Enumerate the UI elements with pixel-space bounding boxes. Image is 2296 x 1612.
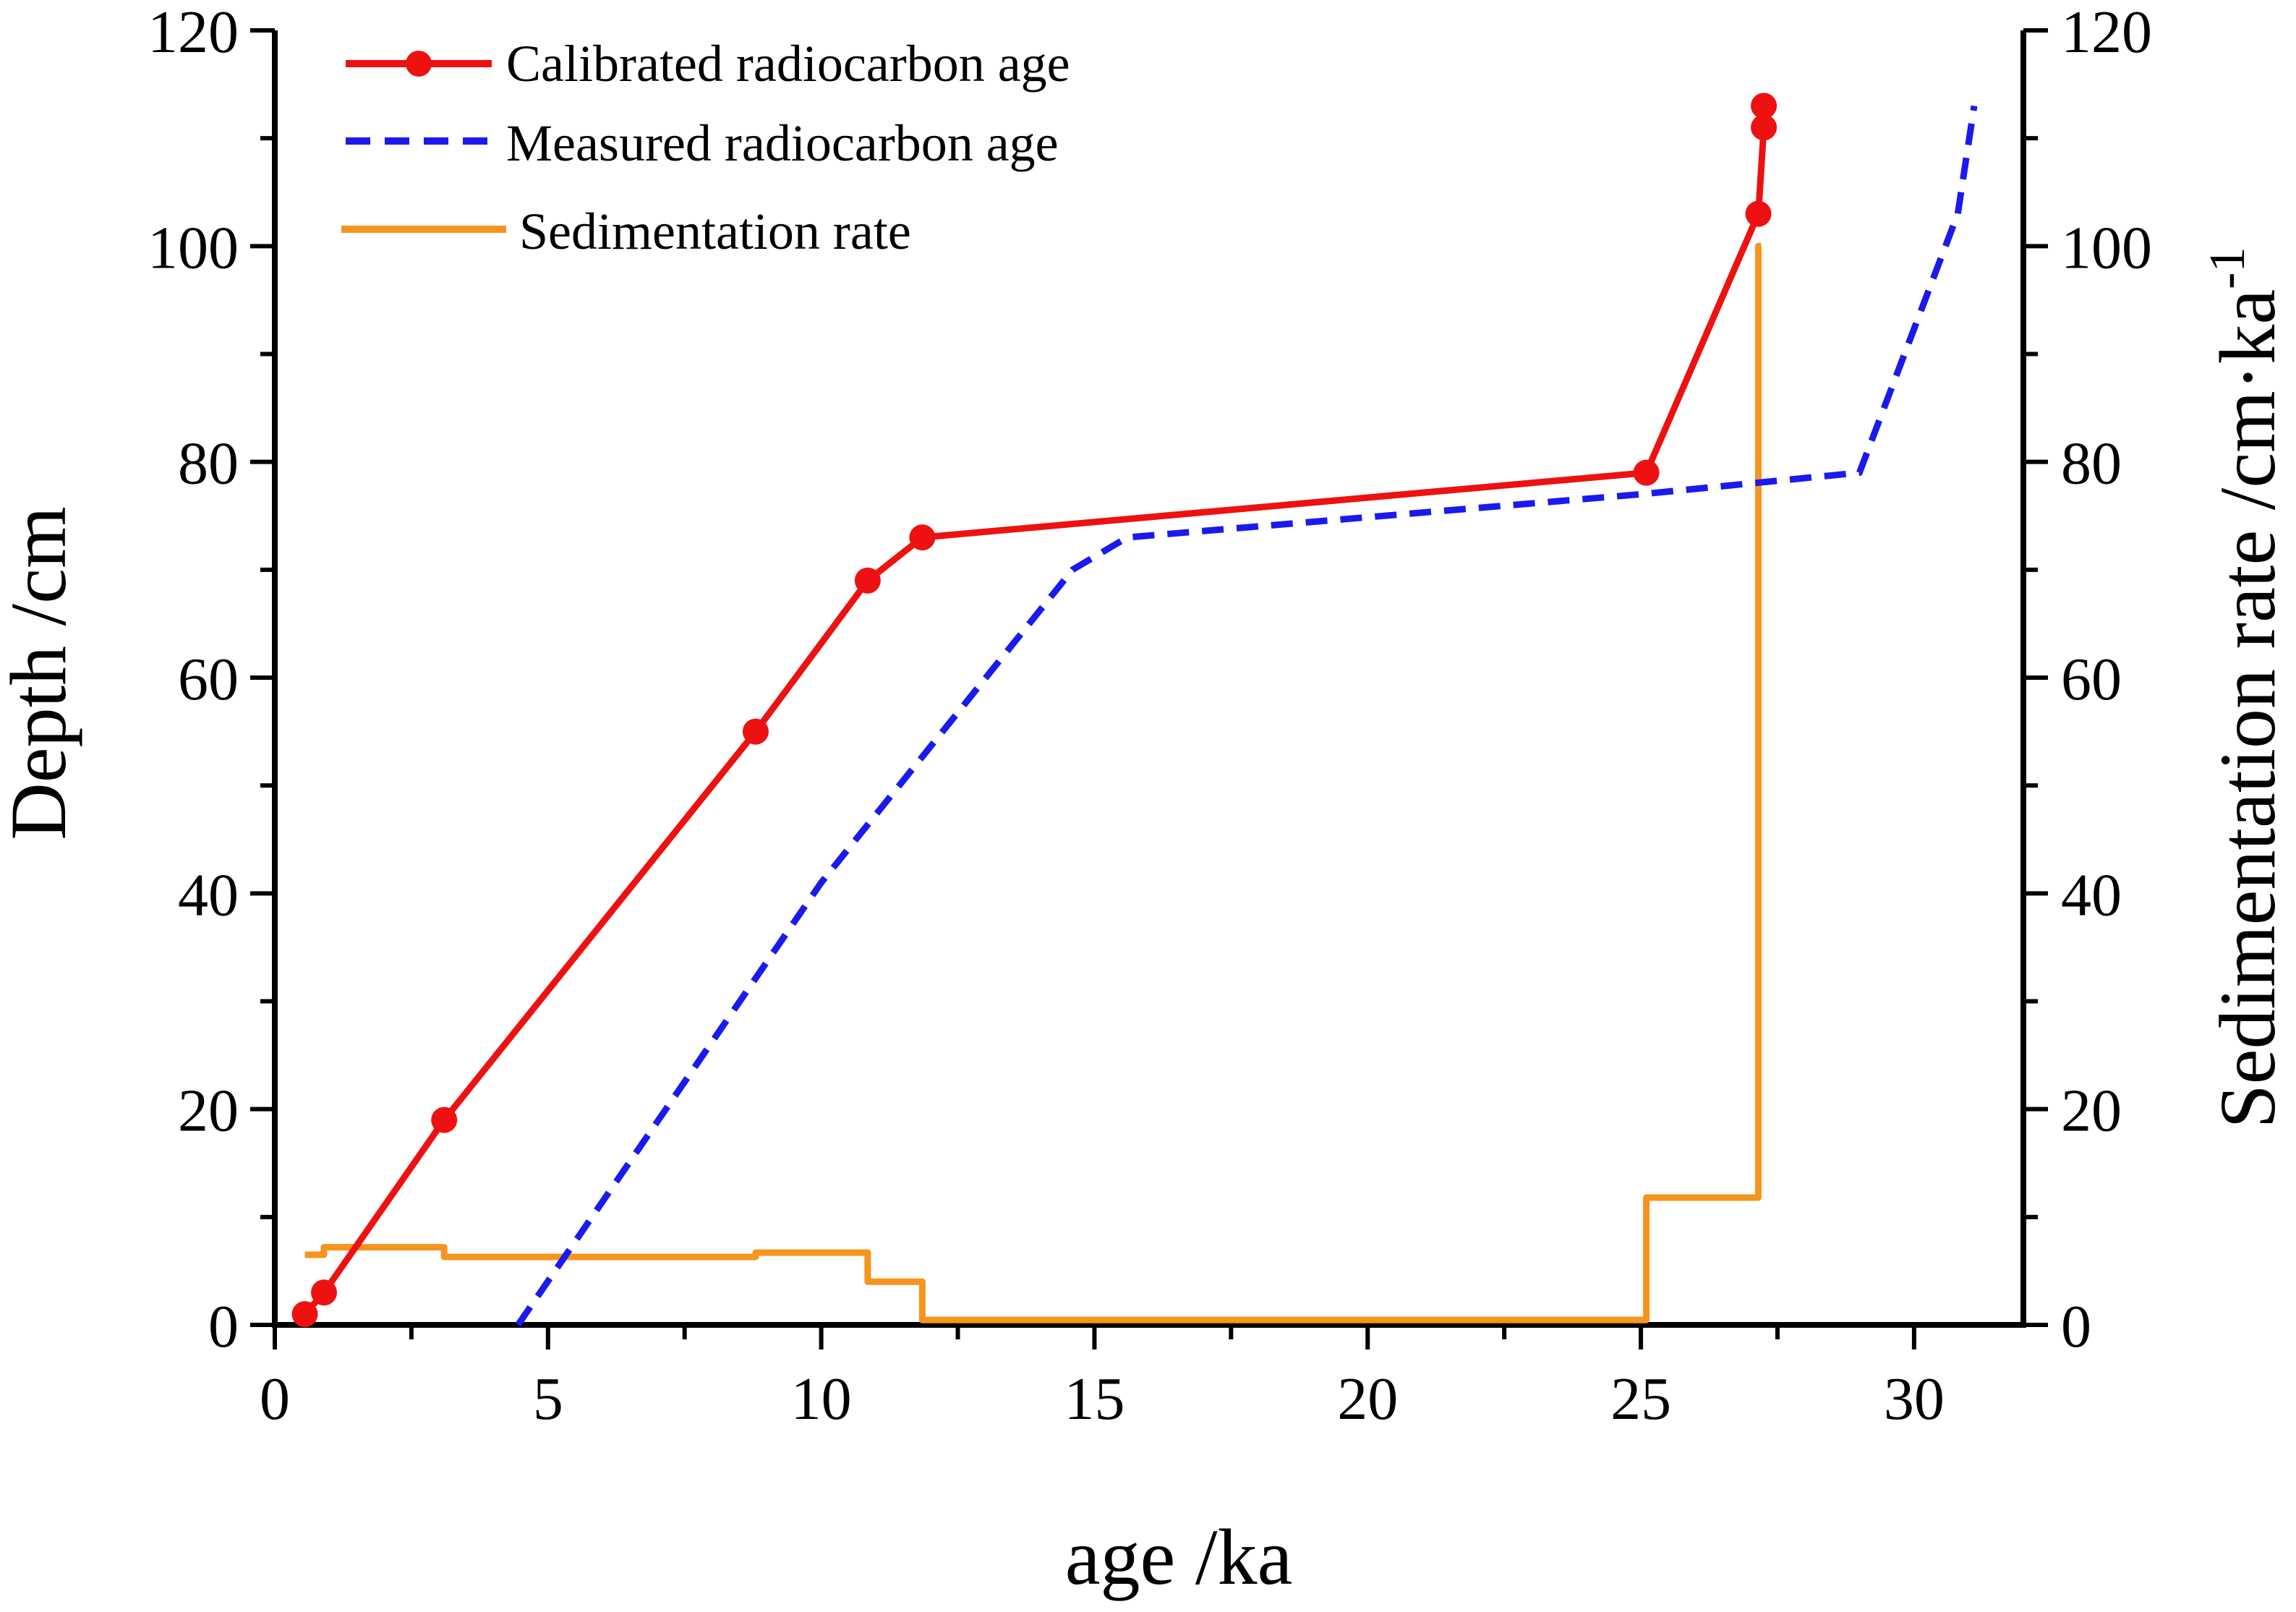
y-left-tick-label-60: 60 (178, 646, 239, 713)
y-right-tick-label-100: 100 (2061, 214, 2152, 281)
data-point-calibrated-radiocarbon-age-8 (1751, 114, 1778, 141)
y-right-tick-label-40: 40 (2061, 861, 2122, 929)
y-right-tick-label-80: 80 (2061, 430, 2122, 498)
y-left-tick-label-120: 120 (148, 0, 239, 66)
series-line-calibrated-radiocarbon-age (302, 106, 1767, 1317)
y-left-tick-label-0: 0 (208, 1293, 239, 1360)
y-left-tick-label-80: 80 (178, 430, 239, 498)
data-point-calibrated-radiocarbon-age-6 (1633, 459, 1660, 486)
x-axis-title: age /ka (1065, 1513, 1293, 1601)
legend: Calibrated radiocarbon age Measured radi… (341, 35, 1070, 260)
data-point-calibrated-radiocarbon-age-1 (311, 1279, 338, 1306)
x-tick-label-15: 15 (1064, 1365, 1124, 1433)
legend-marker-calibrated (406, 51, 432, 77)
y-right-tick-label-120: 120 (2061, 0, 2152, 66)
y-left-tick-label-100: 100 (148, 214, 239, 281)
y-left-tick-label-40: 40 (178, 861, 239, 929)
data-point-calibrated-radiocarbon-age-4 (854, 567, 881, 594)
data-point-calibrated-radiocarbon-age-2 (431, 1106, 458, 1133)
x-tick-label-10: 10 (791, 1365, 852, 1433)
legend-label-calibrated: Calibrated radiocarbon age (506, 35, 1070, 93)
x-tick-label-30: 30 (1884, 1365, 1945, 1433)
y-left-tick-label-20: 20 (178, 1078, 239, 1145)
data-point-calibrated-radiocarbon-age-7 (1745, 200, 1772, 227)
legend-label-sedimentation: Sedimentation rate (519, 202, 911, 260)
y-axis-title-left: Depth /cm (0, 506, 82, 840)
x-tick-label-25: 25 (1610, 1365, 1671, 1433)
legend-label-measured: Measured radiocarbon age (506, 114, 1059, 172)
y-right-tick-label-20: 20 (2061, 1078, 2122, 1145)
y-axis-title-right: Sedimentation rate /cm·ka-1 (2200, 247, 2292, 1128)
y-right-tick-label-0: 0 (2061, 1293, 2091, 1360)
y-axis-title-right-superscript: -1 (2200, 247, 2256, 289)
x-tick-label-0: 0 (260, 1365, 290, 1433)
data-point-calibrated-radiocarbon-age-5 (909, 524, 936, 551)
series-layer (291, 93, 1978, 1328)
series-line-sedimentation-rate (304, 242, 1762, 1323)
x-tick-label-5: 5 (533, 1365, 563, 1433)
data-point-calibrated-radiocarbon-age-3 (742, 718, 769, 745)
series-line-measured-radiocarbon-age (515, 105, 1978, 1327)
svg-text:Sedimentation rate /cm·ka-1: Sedimentation rate /cm·ka-1 (2200, 247, 2292, 1128)
y-axis-title-right-main: Sedimentation rate /cm·ka (2203, 289, 2292, 1129)
data-point-calibrated-radiocarbon-age-0 (291, 1301, 318, 1328)
x-tick-label-20: 20 (1337, 1365, 1398, 1433)
data-point-calibrated-radiocarbon-age-9 (1751, 93, 1778, 119)
y-right-tick-label-60: 60 (2061, 646, 2122, 713)
